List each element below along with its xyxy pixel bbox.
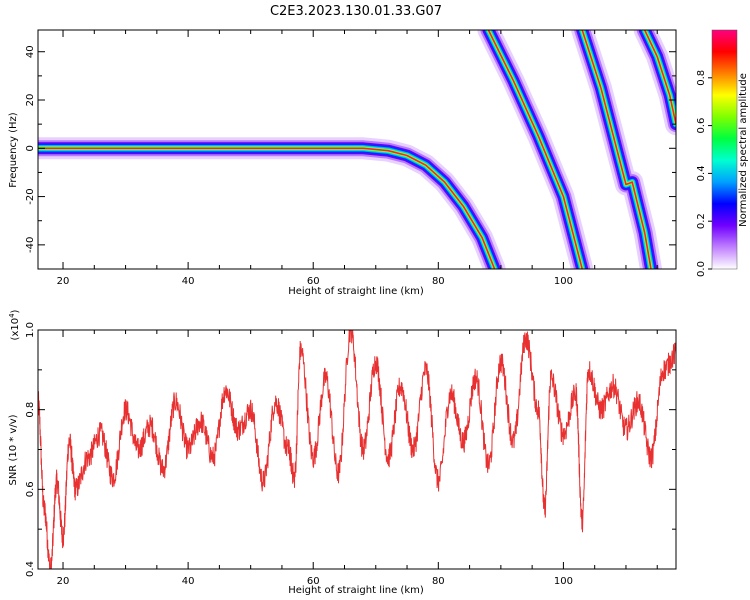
colorbar-label: Normalized spectral amplitude	[738, 73, 749, 227]
x-tick-label: 100	[554, 276, 573, 287]
colorbar-tick-label: 0.4	[696, 165, 707, 181]
spectrogram-tracks	[38, 30, 676, 269]
y-tick-label: 40	[25, 45, 36, 58]
colorbar-tick-label: 0.6	[696, 118, 707, 134]
spectrogram-y-ticks: -40 -20 0 20 40	[25, 45, 676, 270]
y-tick-label: -40	[25, 237, 36, 253]
snr-frame	[37, 329, 677, 570]
y-tick-label: 1.0	[25, 322, 36, 338]
x-tick-label: 20	[57, 576, 70, 587]
x-tick-label: 80	[432, 576, 445, 587]
snr-x-ticks: 20 40 60 80 100	[57, 330, 658, 587]
colorbar-frame	[711, 29, 738, 270]
colorbar: 0.0 0.2 0.4 0.6 0.8 Normalized spectral ampl…	[696, 29, 749, 277]
spectrogram-track-3-layer	[643, 30, 676, 125]
snr-scale-note: (x104)	[8, 309, 21, 340]
x-tick-label: 60	[307, 576, 320, 587]
snr-panel: 20 40 60 80 100 0.4 0.6 0.8 1.0 Height of strai…	[8, 309, 677, 596]
spectrogram-y-axis-label: Frequency (Hz)	[8, 112, 19, 188]
y-tick-label: 0.4	[25, 561, 36, 577]
spectrogram-x-axis-label: Height of straight line (km)	[288, 286, 424, 297]
figure-title: C2E3.2023.130.01.33.G07	[270, 4, 442, 19]
y-tick-label: 0.8	[25, 402, 36, 418]
snr-series-line	[38, 330, 676, 569]
y-tick-label: 20	[25, 94, 36, 107]
colorbar-gradient	[712, 30, 737, 269]
colorbar-tick-label: 0.8	[696, 70, 707, 86]
y-tick-label: 0	[25, 145, 36, 151]
spectrogram-track-0-layer	[38, 147, 496, 269]
y-tick-label: -20	[25, 188, 36, 204]
colorbar-tick-label: 0.2	[696, 213, 707, 229]
y-tick-label: 0.6	[25, 481, 36, 497]
snr-y-ticks: 0.4 0.6 0.8 1.0	[25, 322, 676, 577]
spectrogram-x-ticks: 20 40 60 80 100	[57, 30, 658, 287]
x-tick-label: 40	[182, 576, 195, 587]
x-tick-label: 60	[307, 276, 320, 287]
x-tick-label: 100	[554, 576, 573, 587]
colorbar-tick-label: 0.0	[696, 261, 707, 277]
snr-y-axis-label: SNR (10 * v/v)	[8, 414, 19, 485]
x-tick-label: 40	[182, 276, 195, 287]
snr-x-axis-label: Height of straight line (km)	[288, 585, 424, 596]
spectrogram-frame	[37, 29, 677, 270]
spectrogram-panel: 20 40 60 80 100 -40 -20 0 20 40 Height of straig…	[8, 29, 677, 297]
x-tick-label: 80	[432, 276, 445, 287]
colorbar-ticks: 0.0 0.2 0.4 0.6 0.8	[696, 70, 712, 277]
spectrogram-track-2-layer	[581, 30, 652, 269]
spectrogram-track-1-layer	[487, 30, 584, 269]
x-tick-label: 20	[57, 276, 70, 287]
